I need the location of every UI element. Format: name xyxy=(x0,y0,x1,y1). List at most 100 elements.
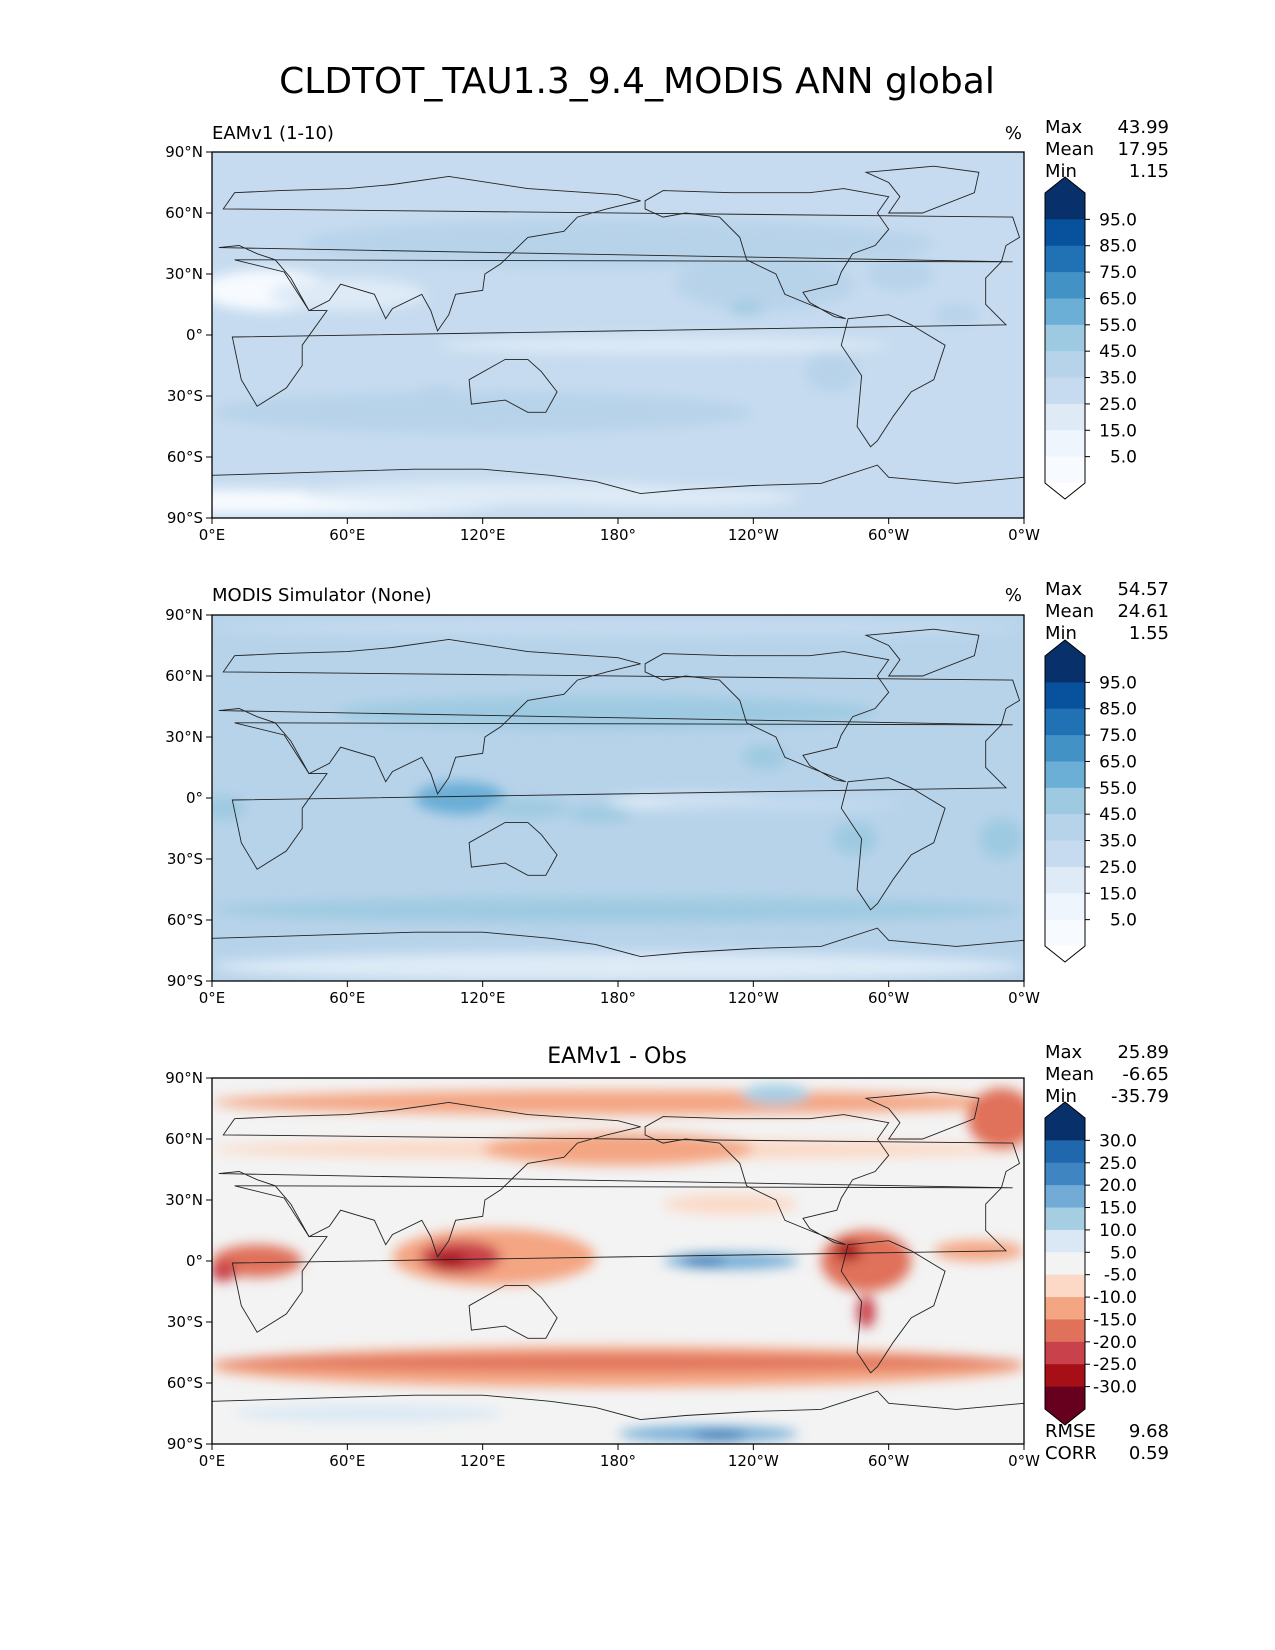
stat-value-max: 25.89 xyxy=(1117,1042,1169,1063)
x-tick-label: 0°W xyxy=(1008,1452,1040,1470)
continent-north-america xyxy=(644,188,890,320)
x-tick-label: 60°E xyxy=(329,1452,365,1470)
colorbar-band xyxy=(1045,1319,1085,1343)
colorbar-band xyxy=(1045,1252,1085,1276)
field-region xyxy=(212,897,1024,923)
x-tick-label: 60°W xyxy=(868,1452,910,1470)
stat-label-mean: Mean xyxy=(1045,139,1094,160)
field-region xyxy=(834,1240,862,1262)
colorbar: 95.0 85.0 75.0 65.0 55.0 45.0 35.0 25.0 15.0 5.0 xyxy=(1044,639,1137,963)
field-region xyxy=(212,619,1024,636)
stat-label-max: Max xyxy=(1045,117,1083,138)
colorbar-band xyxy=(1045,1274,1085,1298)
colorbar-tick-label: 35.0 xyxy=(1099,369,1137,389)
field-region xyxy=(805,351,860,392)
stat-value-mean: 24.61 xyxy=(1117,601,1169,622)
colorbar-extend-top xyxy=(1045,640,1085,656)
colorbar-extend-top xyxy=(1045,1102,1085,1118)
panel-model: EAMv1 (1-10) % Max 43.99 Mean 17.95 Min … xyxy=(165,117,1169,544)
field-region xyxy=(663,1252,799,1270)
colorbar-tick-label: -10.0 xyxy=(1093,1288,1137,1308)
x-tick-label: 60°E xyxy=(329,989,365,1007)
map-axes: 0°E 60°E 120°E 180° 120°W 60°W 0°W 90°N 60°N 30°N… xyxy=(165,606,1040,1007)
colorbar-tick-label: 55.0 xyxy=(1099,316,1137,336)
continent-greenland xyxy=(864,1091,980,1140)
field-region xyxy=(487,798,569,819)
field-region xyxy=(728,302,765,315)
stat-label-mean: Mean xyxy=(1045,1064,1094,1085)
colorbar-band xyxy=(1045,1297,1085,1320)
colorbar-band xyxy=(1045,430,1085,458)
field-region xyxy=(674,257,855,311)
colorbar-band xyxy=(1045,682,1085,710)
colorbar-band xyxy=(1045,1185,1085,1209)
x-tick-label: 120°W xyxy=(728,526,779,544)
colorbar-outline xyxy=(1044,176,1086,500)
stats-block: Max 54.57 Mean 24.61 Min 1.55 xyxy=(1045,579,1169,644)
map-area xyxy=(212,615,1024,981)
colorbar-tick-label: 5.0 xyxy=(1110,1243,1137,1263)
colorbar-extend-top xyxy=(1045,177,1085,193)
field-region xyxy=(821,1230,912,1292)
y-tick-label: 60°S xyxy=(167,911,203,929)
field-region xyxy=(527,487,799,508)
colorbar-band xyxy=(1045,351,1085,379)
x-tick-label: 180° xyxy=(600,1452,636,1470)
colorbar-extend-bottom xyxy=(1045,946,1085,962)
continent-antarctica xyxy=(212,464,1024,518)
x-tick-label: 0°W xyxy=(1008,989,1040,1007)
map-area xyxy=(212,152,1024,518)
colorbar-band xyxy=(1045,298,1085,326)
colorbar-band xyxy=(1045,893,1085,921)
continent-australia xyxy=(468,1284,558,1339)
panel-title: EAMv1 - Obs xyxy=(547,1044,687,1069)
colorbar-band xyxy=(1045,456,1085,484)
colorbar-band xyxy=(1045,1140,1085,1164)
colorbar-extend-bottom xyxy=(1045,1409,1085,1425)
y-tick-label: 60°S xyxy=(167,1374,203,1392)
colorbar-tick-label: 15.0 xyxy=(1099,421,1137,441)
colorbar-band xyxy=(1045,1364,1085,1388)
colorbar-band xyxy=(1045,245,1085,273)
continent-africa xyxy=(231,722,1008,870)
y-tick-label: 0° xyxy=(186,789,203,807)
x-tick-label: 60°W xyxy=(868,526,910,544)
y-tick-label: 90°N xyxy=(165,1069,203,1087)
field-region xyxy=(430,1252,467,1270)
colorbar-tick-label: 85.0 xyxy=(1099,237,1137,257)
field-region xyxy=(268,278,427,311)
y-tick-label: 90°N xyxy=(165,143,203,161)
map-contents xyxy=(212,152,1024,518)
stat-value-mean: -6.65 xyxy=(1122,1064,1169,1085)
continent-africa xyxy=(231,1185,1008,1333)
colorbar-tick-label: 45.0 xyxy=(1099,805,1137,825)
continent-australia xyxy=(468,821,558,876)
colorbar-band xyxy=(1045,761,1085,789)
y-tick-label: 60°N xyxy=(165,204,203,222)
field-region xyxy=(234,1405,506,1422)
colorbar-band xyxy=(1045,403,1085,431)
y-tick-label: 30°N xyxy=(165,728,203,746)
colorbar-tick-label: 25.0 xyxy=(1099,1154,1137,1174)
stat-label-max: Max xyxy=(1045,1042,1083,1063)
colorbar-band xyxy=(1045,866,1085,894)
continent-north-america xyxy=(644,1114,890,1246)
y-tick-label: 0° xyxy=(186,326,203,344)
stat-label-rmse: RMSE xyxy=(1045,1421,1096,1442)
colorbar-band xyxy=(1045,377,1085,405)
stat-value-min: 1.15 xyxy=(1129,161,1169,182)
field-region xyxy=(212,952,1024,981)
colorbar: 95.0 85.0 75.0 65.0 55.0 45.0 35.0 25.0 15.0 5.0 xyxy=(1044,176,1137,500)
colorbar-band xyxy=(1045,324,1085,352)
field-features xyxy=(212,619,1024,981)
x-tick-label: 0°E xyxy=(199,526,226,544)
y-tick-label: 90°S xyxy=(167,972,203,990)
stat-value-min: 1.55 xyxy=(1129,623,1169,644)
colorbar-band xyxy=(1045,735,1085,762)
continent-south-america xyxy=(840,314,946,448)
x-tick-label: 0°E xyxy=(199,989,226,1007)
stat-value-mean: 17.95 xyxy=(1117,139,1169,160)
y-tick-label: 30°S xyxy=(167,850,203,868)
colorbar-tick-label: 15.0 xyxy=(1099,1199,1137,1219)
